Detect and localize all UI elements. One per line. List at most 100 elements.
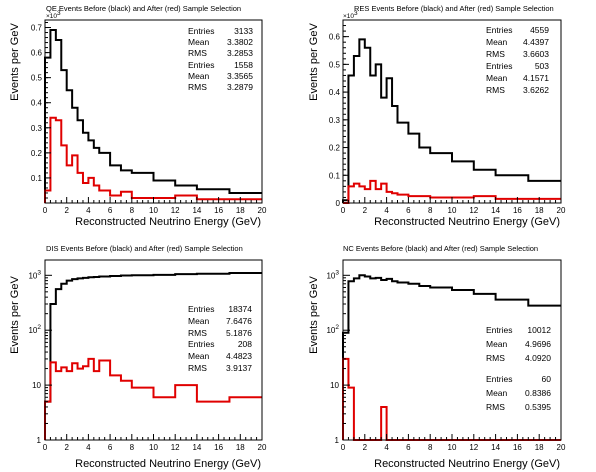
- stat-mean: 4.1571: [523, 73, 549, 83]
- stat-mean: 4.9696: [525, 339, 551, 349]
- x-tick-label: 6: [406, 443, 411, 452]
- dis-panel: DIS Events Before (black) and After (red…: [9, 244, 267, 470]
- x-tick-label: 8: [428, 206, 433, 215]
- y-tick-label: 0.1: [31, 174, 43, 183]
- y-tick-label: 1: [335, 436, 340, 445]
- x-tick-label: 12: [171, 443, 180, 452]
- stat-mean: 4.4397: [523, 37, 549, 47]
- stat-label: RMS: [486, 402, 505, 412]
- stat-label: Mean: [188, 351, 210, 361]
- qe-ylabel: Events per GeV: [9, 23, 21, 101]
- y-tick-label: 102: [326, 324, 339, 335]
- stat-label: Entries: [188, 60, 214, 70]
- dis-title: DIS Events Before (black) and After (red…: [46, 244, 243, 253]
- y-tick-label: 0.4: [329, 88, 341, 97]
- x-tick-label: 2: [64, 206, 69, 215]
- qe-stats-box-after: Entries 1558 Mean 3.3565 RMS 3.2879: [188, 60, 253, 92]
- y-tick-label: 0.2: [31, 149, 43, 158]
- res-stats-box-after: Entries 503 Mean 4.1571 RMS 3.6262: [486, 61, 549, 95]
- y-tick-label: 102: [28, 324, 41, 335]
- x-tick-label: 18: [236, 206, 245, 215]
- stat-entries: 1558: [234, 60, 253, 70]
- plot-frame: [44, 259, 263, 441]
- nc-axes: 0 2 4 6 8 10 12 14 16 18 20 1 10 102 103: [326, 259, 566, 452]
- res-y-multiplier: ×103: [343, 10, 358, 20]
- stat-label: Entries: [188, 304, 214, 314]
- x-tick-label: 16: [214, 443, 223, 452]
- stat-label: RMS: [188, 82, 207, 92]
- stat-label: Entries: [486, 374, 512, 384]
- stat-label: Mean: [188, 71, 210, 81]
- res-ylabel: Events per GeV: [308, 23, 320, 101]
- x-tick-label: 8: [130, 206, 135, 215]
- dis-histogram-area: [44, 272, 262, 440]
- x-tick-label: 14: [192, 206, 201, 215]
- x-tick-label: 2: [363, 206, 368, 215]
- x-tick-label: 8: [130, 443, 135, 452]
- nc-title: NC Events Before (black) and After (red)…: [343, 244, 538, 253]
- dis-axes: 0 2 4 6 8 10 12 14 16 18 20 1 10 102 103: [28, 259, 267, 452]
- stat-entries: 3133: [234, 26, 253, 36]
- x-tick-label: 10: [448, 206, 457, 215]
- qe-axes: 0 2 4 6 8 10 12 14 16 18 20 0.1 0.2 0.3 0.4 0.5 0.6 0.7: [31, 19, 267, 215]
- stat-label: RMS: [188, 328, 207, 338]
- x-tick-label: 14: [192, 443, 201, 452]
- x-tick-label: 6: [406, 206, 411, 215]
- res-stats-box-before: Entries 4559 Mean 4.4397 RMS 3.6603: [486, 25, 549, 59]
- stat-label: Entries: [188, 26, 214, 36]
- y-tick-label: 10: [32, 381, 41, 390]
- x-tick-label: 18: [535, 443, 544, 452]
- nc-stats-box-before: Entries 10012 Mean 4.9696 RMS 4.0920: [486, 325, 551, 363]
- x-tick-label: 18: [535, 206, 544, 215]
- res-xlabel: Reconstructed Neutrino Energy (GeV): [374, 216, 560, 228]
- x-tick-label: 10: [149, 206, 158, 215]
- x-tick-label: 16: [513, 206, 522, 215]
- histogram-series-line: [44, 272, 262, 440]
- stat-label: Entries: [188, 339, 214, 349]
- stat-rms: 5.1876: [226, 328, 252, 338]
- qe-histogram-area: [44, 29, 262, 203]
- x-tick-label: 6: [108, 443, 113, 452]
- stat-label: Mean: [188, 316, 210, 326]
- stat-mean: 0.8386: [525, 388, 551, 398]
- histogram-series-line: [44, 29, 262, 203]
- nc-stats-box-after: Entries 60 Mean 0.8386 RMS 0.5395: [486, 374, 551, 412]
- stat-mean: 3.3565: [227, 71, 253, 81]
- y-tick-label: 0.7: [31, 24, 43, 33]
- stat-label: RMS: [486, 353, 505, 363]
- stat-label: RMS: [486, 49, 505, 59]
- x-tick-label: 2: [363, 443, 368, 452]
- x-tick-label: 12: [469, 443, 478, 452]
- y-tick-label: 103: [326, 269, 339, 280]
- qe-title: QE Events Before (black) and After (red)…: [46, 4, 241, 13]
- x-tick-label: 10: [149, 443, 158, 452]
- stat-mean: 3.3802: [227, 37, 253, 47]
- x-tick-label: 12: [469, 206, 478, 215]
- stat-entries: 503: [535, 61, 549, 71]
- stat-entries: 10012: [527, 325, 551, 335]
- x-tick-label: 6: [108, 206, 113, 215]
- x-tick-label: 16: [214, 206, 223, 215]
- stat-rms: 3.9137: [226, 363, 252, 373]
- qe-stats-box-before: Entries 3133 Mean 3.3802 RMS 3.2853: [188, 26, 253, 58]
- histogram-series-line: [44, 357, 262, 440]
- x-tick-label: 0: [43, 443, 48, 452]
- nc-panel: NC Events Before (black) and After (red)…: [308, 244, 566, 470]
- y-tick-label: 10: [330, 381, 339, 390]
- stat-rms: 3.6603: [523, 49, 549, 59]
- x-tick-label: 20: [557, 443, 566, 452]
- qe-y-multiplier: ×103: [46, 10, 61, 20]
- stat-label: RMS: [188, 363, 207, 373]
- stat-rms: 0.5395: [525, 402, 551, 412]
- y-tick-label: 0.5: [31, 74, 43, 83]
- x-tick-label: 10: [448, 443, 457, 452]
- stat-rms: 3.6262: [523, 85, 549, 95]
- y-tick-label: 0.1: [329, 171, 341, 180]
- res-axes: 0 2 4 6 8 10 12 14 16 18 20 0 0.1 0.2 0.3 0.4 0.5 0.6: [329, 19, 566, 215]
- stat-label: RMS: [486, 85, 505, 95]
- histogram-series-line: [342, 38, 561, 203]
- x-tick-label: 20: [258, 206, 267, 215]
- y-tick-label: 0.6: [329, 33, 341, 42]
- histogram-series-line: [342, 274, 561, 440]
- dis-stats-box-before: Entries 18374 Mean 7.6476 RMS 5.1876: [188, 304, 252, 338]
